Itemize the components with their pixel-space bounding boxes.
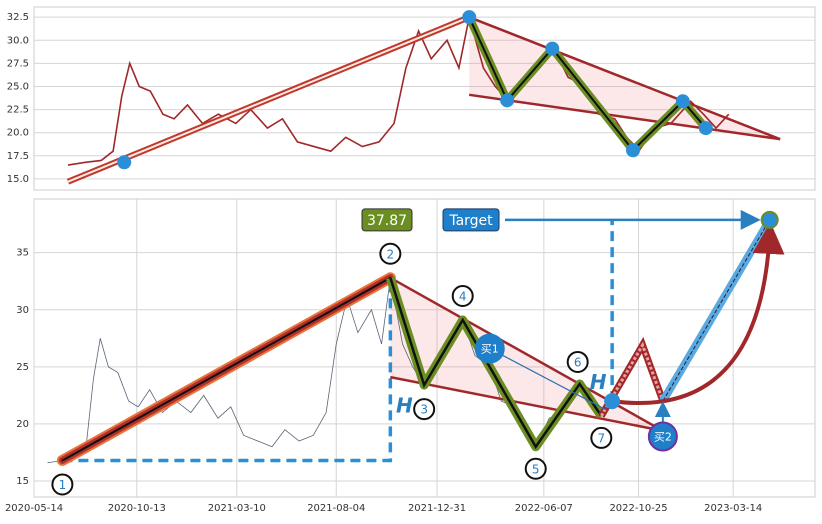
projection bbox=[600, 341, 665, 417]
buy-label: 买2 bbox=[654, 430, 672, 443]
y-tick-label: 25 bbox=[16, 362, 29, 373]
point-badge bbox=[413, 398, 436, 421]
x-tick-label: 2021-03-10 bbox=[208, 503, 266, 514]
top-frame bbox=[33, 6, 816, 191]
height-dash bbox=[62, 277, 393, 463]
y-tick-label: 15 bbox=[16, 476, 29, 487]
curve-arrow bbox=[611, 221, 785, 405]
upper-trend bbox=[468, 16, 781, 141]
zigzag bbox=[389, 277, 603, 450]
target-value-label: 37.87 bbox=[367, 213, 407, 229]
x-tick-label: 2023-03-14 bbox=[704, 503, 762, 514]
point-label: 4 bbox=[459, 290, 467, 304]
point-label: 1 bbox=[59, 478, 67, 492]
y-tick-label: 27.5 bbox=[7, 58, 29, 69]
y-tick-label: 30.0 bbox=[7, 35, 29, 46]
y-tick-label: 20.0 bbox=[7, 128, 29, 139]
pattern-dot bbox=[675, 94, 690, 109]
y-tick-label: 15.0 bbox=[7, 174, 29, 185]
lower-trend bbox=[390, 375, 664, 433]
point-badge bbox=[451, 285, 474, 308]
target-leg bbox=[662, 219, 771, 402]
target-box bbox=[442, 208, 500, 232]
pattern-dot bbox=[698, 121, 713, 136]
y-tick-label: 32.5 bbox=[7, 12, 29, 23]
height-label: H bbox=[396, 393, 413, 417]
point-badge bbox=[524, 457, 547, 480]
x-tick-label: 2020-05-14 bbox=[5, 503, 63, 514]
point-badge bbox=[51, 473, 74, 496]
y-tick-label: 25.0 bbox=[7, 81, 29, 92]
lower-trend bbox=[469, 93, 781, 141]
pattern-dot bbox=[626, 143, 641, 158]
y-tick-label: 22.5 bbox=[7, 105, 29, 116]
height-label: H bbox=[590, 370, 607, 394]
y-tick-label: 20 bbox=[16, 419, 29, 430]
x-tick-label: 2021-12-31 bbox=[408, 503, 466, 514]
buy-badge bbox=[647, 421, 678, 452]
point-label: 6 bbox=[574, 355, 582, 369]
point-label: 3 bbox=[420, 403, 428, 417]
breakout-dot bbox=[604, 393, 621, 410]
point-badge bbox=[566, 350, 589, 373]
rise-core bbox=[61, 276, 392, 462]
target-dot bbox=[760, 210, 779, 229]
point-label: 7 bbox=[598, 431, 606, 445]
pattern-dot bbox=[117, 155, 132, 170]
rise-line-inner bbox=[67, 16, 470, 183]
y-tick-label: 35 bbox=[16, 248, 29, 259]
target-label: Target bbox=[448, 213, 493, 229]
point-badge bbox=[590, 426, 613, 449]
y-tick-label: 30 bbox=[16, 305, 29, 316]
pattern-dot bbox=[500, 93, 515, 108]
x-tick-label: 2022-06-07 bbox=[515, 503, 573, 514]
buy-badge bbox=[474, 333, 505, 364]
point-label: 5 bbox=[532, 462, 540, 476]
buy1-link bbox=[489, 348, 607, 411]
pattern-dot bbox=[462, 10, 477, 25]
x-tick-label: 2021-08-04 bbox=[307, 503, 365, 514]
value-box bbox=[361, 208, 413, 232]
pattern-dot bbox=[545, 41, 560, 56]
price-line bbox=[67, 16, 730, 166]
x-tick-label: 2020-10-13 bbox=[108, 503, 166, 514]
buy-label: 买1 bbox=[481, 343, 499, 356]
y-tick-label: 17.5 bbox=[7, 151, 29, 162]
point-badge bbox=[379, 242, 402, 265]
x-tick-label: 2022-10-25 bbox=[609, 503, 667, 514]
point-label: 2 bbox=[387, 247, 395, 261]
